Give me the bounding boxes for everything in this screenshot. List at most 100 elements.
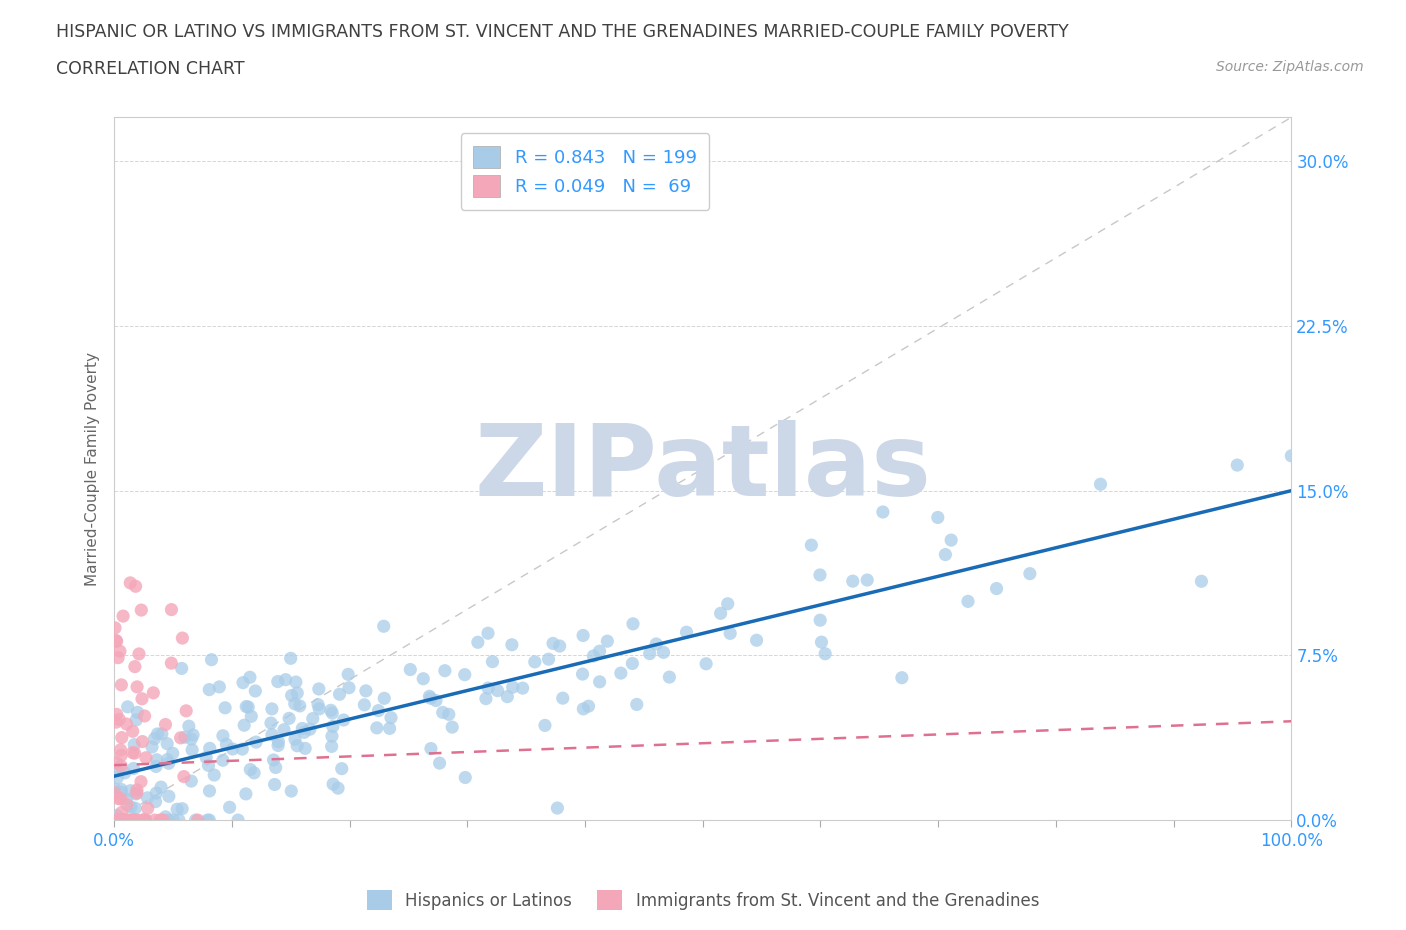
Point <box>105 634 128 649</box>
Point <box>122 761 145 776</box>
Point <box>103 785 125 800</box>
Point <box>110 742 132 757</box>
Point <box>280 651 302 666</box>
Point <box>160 656 183 671</box>
Point <box>152 813 174 828</box>
Point <box>131 691 153 706</box>
Point <box>621 617 644 631</box>
Point <box>934 547 956 562</box>
Point <box>240 709 263 724</box>
Point <box>280 688 302 703</box>
Point <box>588 644 610 658</box>
Point <box>150 813 173 828</box>
Legend: R = 0.843   N = 199, R = 0.049   N =  69: R = 0.843 N = 199, R = 0.049 N = 69 <box>461 133 710 210</box>
Point <box>267 734 290 749</box>
Point <box>274 672 297 687</box>
Point <box>378 721 401 736</box>
Point <box>307 698 329 712</box>
Point <box>121 813 143 828</box>
Point <box>104 781 127 796</box>
Point <box>534 718 557 733</box>
Point <box>288 698 311 713</box>
Point <box>125 782 148 797</box>
Point <box>115 717 138 732</box>
Point <box>808 613 831 628</box>
Point <box>301 711 323 726</box>
Point <box>174 703 197 718</box>
Point <box>264 760 287 775</box>
Point <box>284 674 307 689</box>
Point <box>202 767 225 782</box>
Point <box>211 752 233 767</box>
Point <box>221 741 243 756</box>
Point <box>572 628 595 643</box>
Point <box>645 636 668 651</box>
Point <box>298 722 321 737</box>
Point <box>110 759 132 774</box>
Point <box>232 675 254 690</box>
Point <box>260 727 283 742</box>
Point <box>260 701 283 716</box>
Point <box>120 783 142 798</box>
Y-axis label: Married-Couple Family Poverty: Married-Couple Family Poverty <box>86 352 100 586</box>
Point <box>136 801 159 816</box>
Point <box>124 659 146 674</box>
Point <box>129 603 152 618</box>
Point <box>127 680 149 695</box>
Point <box>477 681 499 696</box>
Point <box>180 774 202 789</box>
Point <box>155 717 177 732</box>
Point <box>110 791 132 806</box>
Point <box>173 769 195 784</box>
Point <box>337 667 360 682</box>
Point <box>110 748 132 763</box>
Point <box>125 712 148 727</box>
Point <box>1189 574 1212 589</box>
Point <box>124 578 146 593</box>
Point <box>120 576 142 591</box>
Point <box>501 637 523 652</box>
Point <box>157 789 180 804</box>
Point <box>353 698 375 712</box>
Point <box>107 650 129 665</box>
Point <box>856 573 879 588</box>
Point <box>198 683 221 698</box>
Point <box>419 691 441 706</box>
Point <box>810 634 832 649</box>
Point <box>354 684 377 698</box>
Point <box>956 594 979 609</box>
Point <box>433 663 456 678</box>
Point <box>135 813 157 828</box>
Point <box>127 705 149 720</box>
Point <box>658 670 681 684</box>
Point <box>157 813 180 828</box>
Point <box>239 762 262 777</box>
Point <box>115 797 138 812</box>
Point <box>156 752 179 767</box>
Point <box>160 602 183 617</box>
Point <box>105 715 128 730</box>
Point <box>145 752 167 767</box>
Point <box>112 813 135 828</box>
Point <box>512 681 534 696</box>
Point <box>717 596 740 611</box>
Point <box>278 711 301 725</box>
Point <box>162 746 184 761</box>
Point <box>437 707 460 722</box>
Point <box>117 699 139 714</box>
Point <box>195 751 218 765</box>
Point <box>273 723 295 737</box>
Point <box>110 785 132 800</box>
Point <box>745 632 768 647</box>
Point <box>112 608 135 623</box>
Point <box>150 779 173 794</box>
Text: CORRELATION CHART: CORRELATION CHART <box>56 60 245 78</box>
Point <box>291 721 314 736</box>
Point <box>107 791 129 806</box>
Point <box>135 751 157 765</box>
Point <box>429 756 451 771</box>
Point <box>110 782 132 797</box>
Point <box>284 697 307 711</box>
Point <box>596 633 619 648</box>
Point <box>145 786 167 801</box>
